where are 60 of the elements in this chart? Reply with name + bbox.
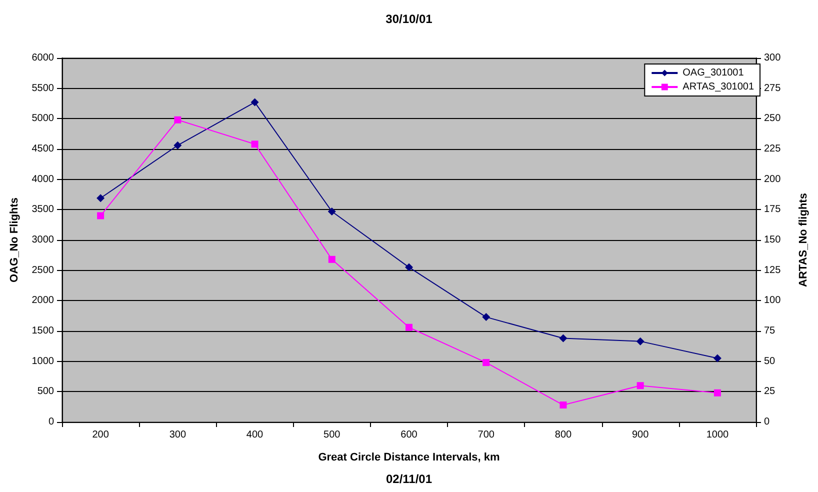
y2-axis-title: ARTAS_No flights: [798, 193, 810, 287]
y-tick-label: 5000: [32, 113, 54, 124]
y2-tick-label: 200: [764, 174, 782, 185]
y-tick-label: 6000: [32, 52, 54, 64]
point: [174, 116, 182, 124]
y-tick-label: 3500: [32, 204, 54, 216]
point: [250, 98, 259, 106]
point: [328, 207, 336, 216]
text: 02/11/01: [386, 472, 432, 486]
point: [174, 141, 182, 150]
x-tick-label: 800: [554, 430, 572, 440]
point: [482, 359, 490, 366]
point: [560, 402, 567, 409]
x-tick-label: 500: [324, 430, 341, 440]
point: [559, 334, 568, 342]
y2-tick-label: 75: [764, 326, 776, 336]
point: [406, 324, 412, 331]
x-tick-label: 300: [169, 430, 186, 440]
x-tick-label: 400: [246, 430, 264, 440]
x-tick-label: 600: [400, 430, 418, 440]
y-tick-label: 1000: [32, 356, 54, 367]
y2-tick-label: 100: [764, 295, 782, 306]
y-tick-label: 3000: [32, 234, 54, 246]
point: [251, 140, 258, 148]
point: [714, 389, 721, 396]
y2-tick-label: 125: [764, 264, 782, 276]
y-tick-label: 500: [37, 386, 54, 398]
y2-tick-label: 175: [764, 204, 782, 216]
x-axis-title: Great Circle Distance Intervals, km: [318, 452, 500, 464]
x-tick-label: 200: [92, 430, 110, 440]
y-tick-label: 2500: [32, 264, 54, 276]
legend-label: OAG_301001: [682, 68, 744, 78]
point: [405, 263, 413, 272]
x-tick-label: 1000: [706, 430, 730, 440]
y2-tick-label: 0: [764, 416, 770, 428]
y2-tick-label: 250: [764, 113, 782, 124]
y2-tick-label: 275: [764, 82, 782, 94]
y2-tick-label: 50: [764, 356, 776, 367]
point: [97, 212, 104, 220]
legend-label: ARTAS_301001: [682, 82, 754, 92]
x-tick-label: 700: [478, 430, 495, 440]
y2-tick-label: 225: [764, 144, 782, 154]
y-axis-title: OAG_No Flights: [8, 198, 20, 282]
x-tick-label: 900: [632, 430, 650, 440]
y-tick-label: 0: [48, 416, 54, 428]
y2-tick-label: 25: [764, 386, 776, 398]
point: [96, 194, 105, 202]
y2-tick-label: 150: [764, 234, 782, 246]
y-tick-label: 4000: [32, 174, 54, 185]
point: [636, 337, 644, 346]
y-tick-label: 2000: [32, 295, 54, 306]
y2-tick-label: 300: [764, 52, 782, 64]
point: [328, 256, 336, 263]
point: [636, 382, 644, 390]
y-tick-label: 1500: [32, 326, 54, 336]
point: [482, 313, 490, 322]
y-tick-label: 5500: [32, 82, 54, 94]
chart-title: 30/10/01: [386, 12, 433, 26]
point: [713, 354, 722, 362]
y-tick-label: 4500: [32, 144, 54, 154]
